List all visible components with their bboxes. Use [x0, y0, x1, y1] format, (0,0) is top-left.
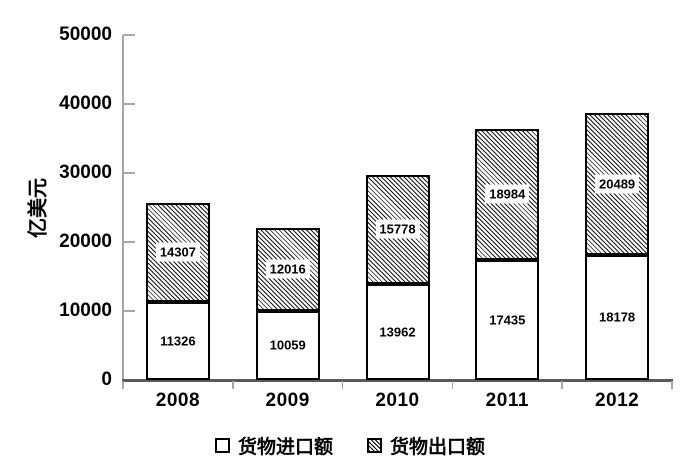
data-label-export-2012: 20489: [595, 174, 640, 194]
x-axis-label-2012: 2012: [594, 390, 640, 411]
y-tick-label: 0: [101, 369, 112, 390]
y-axis-tick: [123, 172, 135, 174]
data-label-import-2011: 17435: [489, 312, 526, 328]
legend-swatch-hatched-icon: [367, 437, 382, 453]
data-label-import-2009: 10059: [269, 337, 306, 353]
x-axis-tick: [671, 381, 673, 389]
bar-segment-import-2008: [145, 301, 210, 380]
x-axis-label-2011: 2011: [485, 390, 529, 411]
y-tick-label: 30000: [59, 162, 112, 183]
y-tick-label: 10000: [59, 300, 112, 321]
bar-segment-import-2010: [365, 283, 430, 380]
x-axis-tick: [561, 381, 563, 389]
x-axis-tick: [122, 381, 124, 389]
y-axis-tick: [123, 34, 135, 36]
x-axis-tick: [232, 381, 234, 389]
legend-label-imports: 货物进口额: [237, 436, 333, 458]
data-label-export-2011: 18984: [485, 184, 530, 204]
legend-swatch-white-icon: [214, 437, 230, 453]
legend-label-exports: 货物出口额: [390, 436, 486, 458]
data-label-import-2008: 11326: [160, 333, 196, 349]
y-tick-label: 40000: [59, 93, 112, 114]
y-axis-tick: [123, 310, 135, 312]
y-axis-tick: [123, 241, 135, 243]
x-axis-line: [122, 379, 673, 382]
x-axis-label-2008: 2008: [155, 390, 201, 411]
x-axis-label-2009: 2009: [265, 390, 310, 411]
bar-segment-import-2011: [475, 259, 540, 380]
x-axis-label-2010: 2010: [375, 390, 420, 411]
legend-item-imports: 货物进口额: [214, 432, 333, 459]
data-label-import-2010: 13962: [379, 324, 416, 340]
x-axis-tick: [341, 381, 344, 389]
x-axis-tick: [451, 381, 454, 389]
data-label-export-2009: 12016: [265, 259, 310, 279]
y-axis-tick: [123, 103, 135, 105]
bar-segment-import-2012: [585, 254, 650, 380]
y-tick-label: 50000: [59, 24, 112, 45]
legend: 货物进口额 货物出口额: [0, 430, 700, 460]
bar-segment-import-2009: [255, 310, 320, 380]
data-label-export-2010: 15778: [375, 219, 420, 239]
data-label-export-2008: 14307: [155, 242, 200, 262]
legend-item-exports: 货物出口额: [367, 432, 485, 459]
data-label-import-2012: 18178: [599, 309, 636, 325]
y-tick-label: 20000: [59, 231, 112, 252]
y-axis-line: [122, 35, 124, 382]
